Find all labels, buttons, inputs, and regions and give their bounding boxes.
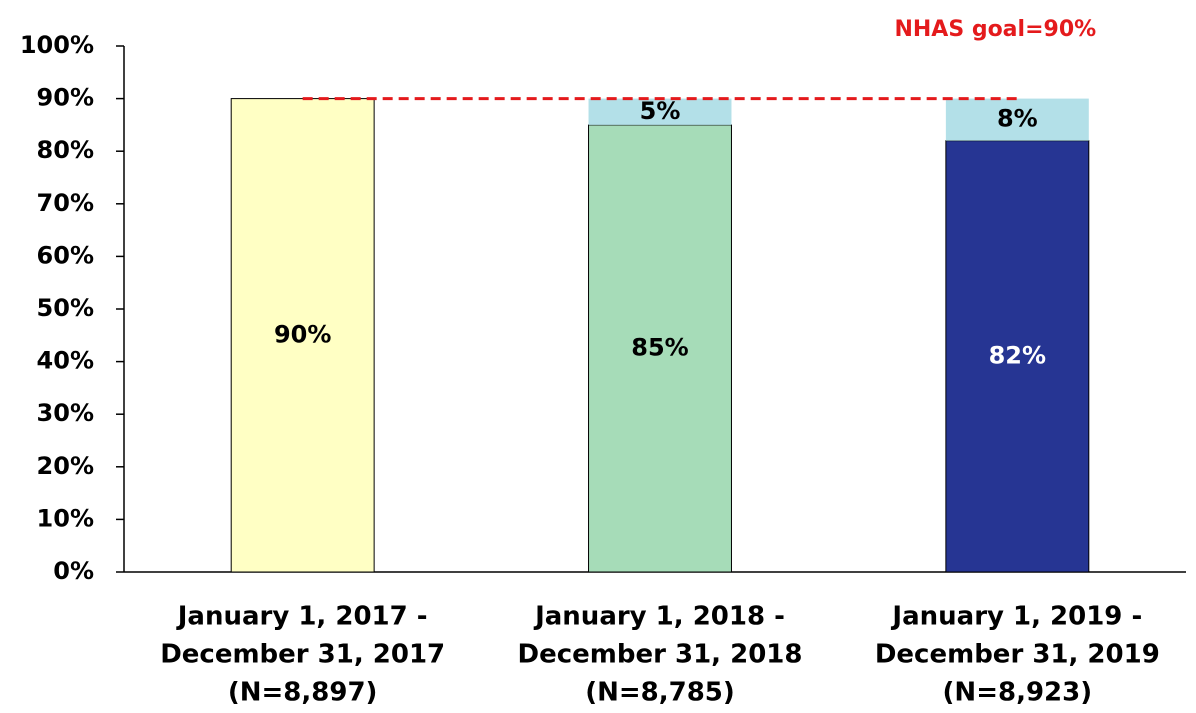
y-tick-label: 10%	[37, 504, 94, 532]
value-label: 5%	[640, 97, 681, 125]
x-tick-label: January 1, 2018 -	[533, 602, 785, 632]
x-tick-label: (N=8,897)	[228, 678, 378, 708]
x-tick-label: (N=8,923)	[943, 678, 1093, 708]
y-tick-label: 60%	[37, 241, 94, 269]
value-label: 82%	[989, 341, 1046, 369]
bar-segment	[230, 98, 375, 573]
value-label: 90%	[274, 320, 331, 348]
x-tick-label: December 31, 2017	[160, 640, 445, 670]
x-tick-label: January 1, 2019 -	[890, 602, 1142, 632]
bar-segment	[588, 124, 732, 573]
x-tick-label: (N=8,785)	[585, 678, 735, 708]
value-label: 8%	[997, 105, 1038, 133]
y-tick-label: 80%	[37, 136, 94, 164]
value-label: 85%	[631, 333, 688, 361]
bar-segment	[588, 98, 732, 125]
goal-label: NHAS goal=90%	[894, 17, 1096, 42]
x-tick-label: January 1, 2017 -	[176, 602, 428, 632]
x-tick-label: December 31, 2019	[875, 640, 1160, 670]
y-tick-label: 0%	[53, 557, 94, 585]
bar-segment	[945, 140, 1090, 573]
x-tick-label: December 31, 2018	[518, 640, 803, 670]
y-tick-label: 40%	[37, 347, 94, 375]
y-tick-label: 100%	[20, 31, 94, 59]
y-tick-label: 20%	[37, 452, 94, 480]
y-tick-label: 90%	[37, 84, 94, 112]
y-tick-label: 30%	[37, 399, 94, 427]
y-tick-label: 70%	[37, 189, 94, 217]
y-tick-label: 50%	[37, 294, 94, 322]
bar-segment	[945, 98, 1089, 141]
